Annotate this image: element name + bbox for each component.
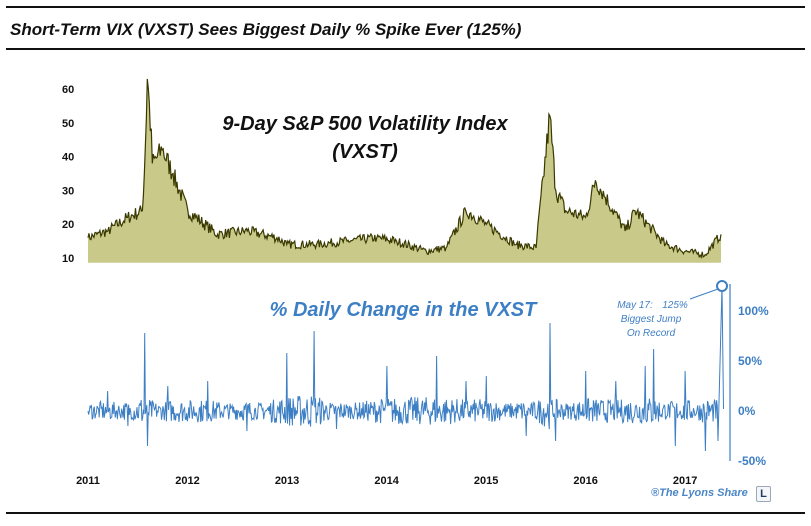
x-tick-label: 2014 <box>374 475 399 487</box>
bottom-rule <box>6 512 805 514</box>
vxst-y-tick-label: 10 <box>62 253 74 265</box>
vxst-chart-subtitle: (VXST) <box>332 141 398 163</box>
change-series-line <box>87 285 724 452</box>
change-y-tick-label: 0% <box>738 404 756 418</box>
change-y-tick-label: 100% <box>738 304 769 318</box>
x-tick-label: 2015 <box>474 475 498 487</box>
vxst-y-tick-label: 50 <box>62 118 74 130</box>
title-underline <box>6 48 805 50</box>
page-title: Short-Term VIX (VXST) Sees Biggest Daily… <box>10 20 522 39</box>
change-chart: 100% 50% 0% -50% % Daily Change in the VXST… <box>87 280 769 468</box>
lyons-share-logo: L <box>756 486 771 502</box>
annotation-date: May 17: <box>617 300 653 311</box>
change-y-tick-label: 50% <box>738 354 762 368</box>
x-tick-label: 2013 <box>275 475 299 487</box>
vxst-y-tick-label: 40 <box>62 152 74 164</box>
annotation-value: 125% <box>662 300 688 311</box>
vxst-series-line <box>87 78 722 260</box>
change-chart-title: % Daily Change in the VXST <box>270 299 539 321</box>
annotation-line3: On Record <box>627 328 676 339</box>
change-y-tick-label: -50% <box>738 454 766 468</box>
credit-text: ®The Lyons Share <box>651 487 748 499</box>
x-tick-label: 2012 <box>175 475 199 487</box>
vxst-y-axis: 10 20 30 40 50 60 <box>62 84 74 265</box>
annotation-line2: Biggest Jump <box>621 314 682 325</box>
record-spike-leader-line <box>689 288 719 300</box>
vxst-chart-title: 9-Day S&P 500 Volatility Index <box>222 113 508 135</box>
x-axis: 2011 2012 2013 2014 2015 2016 2017 <box>76 475 697 487</box>
vxst-area-fill <box>88 78 721 263</box>
record-spike-marker <box>716 280 729 292</box>
vxst-y-tick-label: 30 <box>62 185 74 197</box>
x-tick-label: 2011 <box>76 475 100 487</box>
vxst-chart: 10 20 30 40 50 60 9-Day S&P 500 Volatility In… <box>62 78 722 265</box>
vxst-y-tick-label: 20 <box>62 219 74 231</box>
x-tick-label: 2016 <box>573 475 597 487</box>
change-y-axis: 100% 50% 0% -50% <box>738 304 769 468</box>
x-tick-label: 2017 <box>673 475 697 487</box>
vxst-y-tick-label: 60 <box>62 84 74 96</box>
top-rule <box>6 6 805 8</box>
